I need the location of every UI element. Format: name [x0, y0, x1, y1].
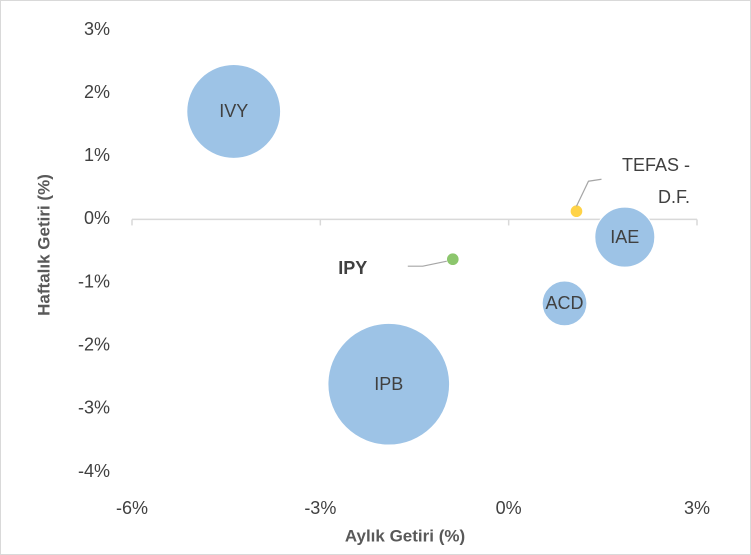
y-tick-label: 0%: [84, 208, 110, 228]
bubble-label: IAE: [610, 227, 639, 247]
leader-line: [407, 260, 447, 267]
bubble: [186, 64, 282, 159]
bubble-label: IPY: [338, 258, 367, 278]
bubble: [327, 322, 451, 446]
x-tick-label: 3%: [684, 498, 710, 518]
y-tick-label: -4%: [78, 461, 110, 481]
x-tick-label: -3%: [304, 498, 336, 518]
bubble-label: TEFAS - D.F.: [621, 155, 690, 207]
bubble: [541, 280, 588, 327]
y-tick-label: 3%: [84, 19, 110, 39]
bubble-label: ACD: [546, 293, 584, 313]
y-tick-label: 2%: [84, 82, 110, 102]
leader-line: [575, 178, 602, 207]
y-axis-title: Haftalık Getiri (%): [34, 174, 53, 316]
y-tick-label: 1%: [84, 145, 110, 165]
bubble-label: IPB: [374, 374, 403, 394]
y-tick-label: -1%: [78, 271, 110, 291]
y-tick-label: -2%: [78, 334, 110, 354]
x-tick-label: 0%: [496, 498, 522, 518]
bubble: [569, 204, 584, 219]
x-tick-label: -6%: [116, 498, 148, 518]
bubble-label: IVY: [219, 101, 248, 121]
y-tick-label: -3%: [78, 398, 110, 418]
x-axis-title: Aylık Getiri (%): [345, 526, 465, 545]
bubble: [445, 252, 460, 267]
bubble: [594, 206, 656, 268]
